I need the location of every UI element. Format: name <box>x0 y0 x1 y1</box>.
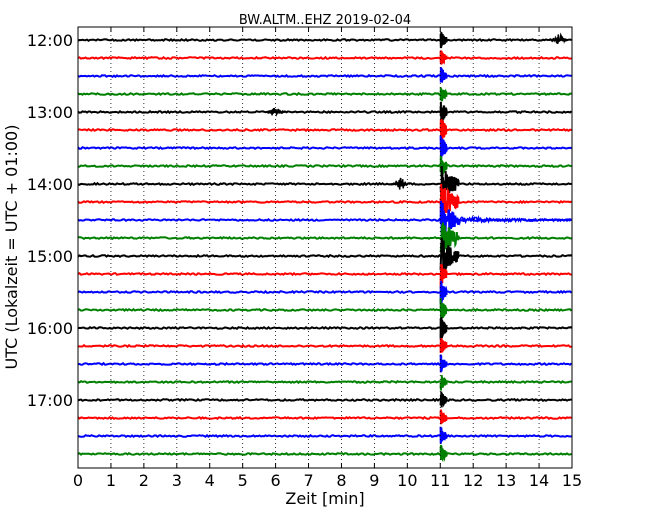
trace-line <box>77 181 572 187</box>
y-tick-label: 15:00 <box>27 247 73 266</box>
event-signal-segment <box>439 50 448 65</box>
event-signal-segment <box>439 426 448 444</box>
trace-line <box>77 91 572 97</box>
x-tick-label: 12 <box>463 471 483 490</box>
event-signal-segment <box>439 338 448 353</box>
event-signal-segment <box>439 317 448 339</box>
x-tick-label: 4 <box>205 471 215 490</box>
trace-line <box>77 415 572 421</box>
y-axis-label: UTC (Lokalzeit = UTC + 01:00) <box>2 125 21 370</box>
trace-line <box>77 307 573 313</box>
y-tick-label: 12:00 <box>27 31 73 50</box>
trace-line <box>77 145 572 151</box>
grid-lines <box>110 27 540 468</box>
x-tick-label: 10 <box>397 471 417 490</box>
trace-line <box>77 289 573 295</box>
trace-line <box>77 55 572 61</box>
event-signal <box>265 31 573 463</box>
event-burst <box>390 177 411 190</box>
y-tick-label: 13:00 <box>27 103 73 122</box>
event-signal-segment <box>439 237 460 272</box>
x-tick-label: 15 <box>562 471 582 490</box>
trace-line <box>77 163 572 169</box>
trace-line <box>77 38 572 43</box>
x-axis-ticks: 0 1 2 3 4 5 6 7 8 9 10 11 12 13 14 15 <box>73 27 582 490</box>
x-tick-label: 7 <box>303 471 313 490</box>
trace-line <box>77 451 572 457</box>
event-signal-segment <box>439 297 448 320</box>
x-tick-label: 5 <box>238 471 248 490</box>
trace-line <box>77 379 572 385</box>
x-tick-label: 1 <box>106 471 116 490</box>
trace-line <box>77 397 572 403</box>
x-axis-label: Zeit [min] <box>285 489 364 508</box>
trace-line <box>77 127 572 133</box>
event-signal-segment <box>439 31 448 49</box>
x-tick-label: 2 <box>139 471 149 490</box>
x-tick-label: 0 <box>73 471 83 490</box>
trace-line <box>77 271 572 277</box>
trace-line <box>77 73 572 79</box>
event-burst <box>548 32 569 45</box>
event-signal-segment <box>439 87 448 102</box>
event-signal-segment <box>439 375 448 391</box>
event-signal-segment <box>439 166 460 203</box>
trace-line <box>77 253 572 259</box>
event-signal-segment <box>439 118 448 142</box>
event-coda <box>451 215 573 226</box>
traces <box>77 38 573 457</box>
event-signal-segment <box>439 409 448 425</box>
x-tick-label: 6 <box>271 471 281 490</box>
x-tick-label: 11 <box>430 471 450 490</box>
trace-line <box>77 325 572 330</box>
event-signal-segment <box>439 264 448 287</box>
event-signal-segment <box>439 391 448 408</box>
y-tick-label: 14:00 <box>27 175 73 194</box>
x-tick-label: 9 <box>369 471 379 490</box>
x-tick-label: 8 <box>336 471 346 490</box>
y-tick-label: 17:00 <box>27 391 73 410</box>
event-signal-segment <box>439 354 448 373</box>
event-signal-segment <box>439 155 448 178</box>
plot-frame <box>77 26 573 469</box>
trace-line <box>77 199 572 205</box>
x-tick-label: 13 <box>496 471 516 490</box>
x-tick-label: 3 <box>172 471 182 490</box>
event-signal-segment <box>439 183 460 218</box>
event-signal-segment <box>439 444 448 463</box>
y-tick-label: 16:00 <box>27 319 73 338</box>
event-signal-segment <box>439 135 448 158</box>
chart-title: BW.ALTM..EHZ 2019-02-04 <box>239 13 411 28</box>
trace-line <box>77 343 572 349</box>
trace-line <box>78 235 572 241</box>
y-axis-ticks: 12:00 13:00 14:00 15:00 16:00 17:00 <box>27 31 572 410</box>
trace-line <box>77 361 573 367</box>
x-tick-label: 14 <box>529 471 549 490</box>
event-signal-segment <box>439 67 448 83</box>
trace-line <box>77 433 572 439</box>
trace-line <box>77 109 573 115</box>
